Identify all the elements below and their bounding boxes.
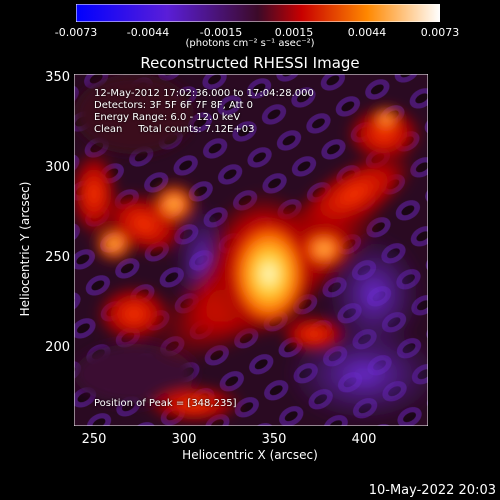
info-time: 12-May-2012 17:02:36.000 to 17:04:28.000: [94, 88, 314, 99]
y-tick: 200: [45, 340, 70, 355]
info-clean: Clean Total counts: 7.12E+03: [94, 124, 255, 135]
info-energy: Energy Range: 6.0 - 12.0 keV: [94, 112, 241, 123]
y-axis-label: Heliocentric Y (arcsec): [18, 181, 32, 317]
colorbar-tick: 0.0073: [420, 26, 460, 39]
footer-timestamp: 10-May-2022 20:03: [368, 483, 496, 498]
info-peak: Position of Peak = [348,235]: [94, 398, 237, 409]
colorbar-units: (photons cm⁻² s⁻¹ asec⁻²): [185, 38, 315, 49]
image-title: Reconstructed RHESSI Image: [140, 54, 360, 72]
x-axis-label: Heliocentric X (arcsec): [182, 448, 318, 462]
y-tick: 300: [45, 160, 70, 175]
colorbar-tick: 0.0044: [347, 26, 387, 39]
colorbar-tick: 0.0015: [274, 26, 314, 39]
colorbar: [76, 4, 440, 22]
colorbar-tick: -0.0015: [199, 26, 243, 39]
x-tick: 350: [261, 432, 287, 447]
x-tick: 300: [171, 432, 197, 447]
x-tick: 250: [81, 432, 107, 447]
colorbar-tick: -0.0073: [54, 26, 98, 39]
x-tick: 400: [351, 432, 377, 447]
colorbar-tick: -0.0044: [126, 26, 170, 39]
y-tick: 350: [45, 70, 70, 85]
y-tick: 250: [45, 250, 70, 265]
rhessi-image: [74, 74, 428, 426]
info-detectors: Detectors: 3F 5F 6F 7F 8F, Att 0: [94, 100, 254, 111]
